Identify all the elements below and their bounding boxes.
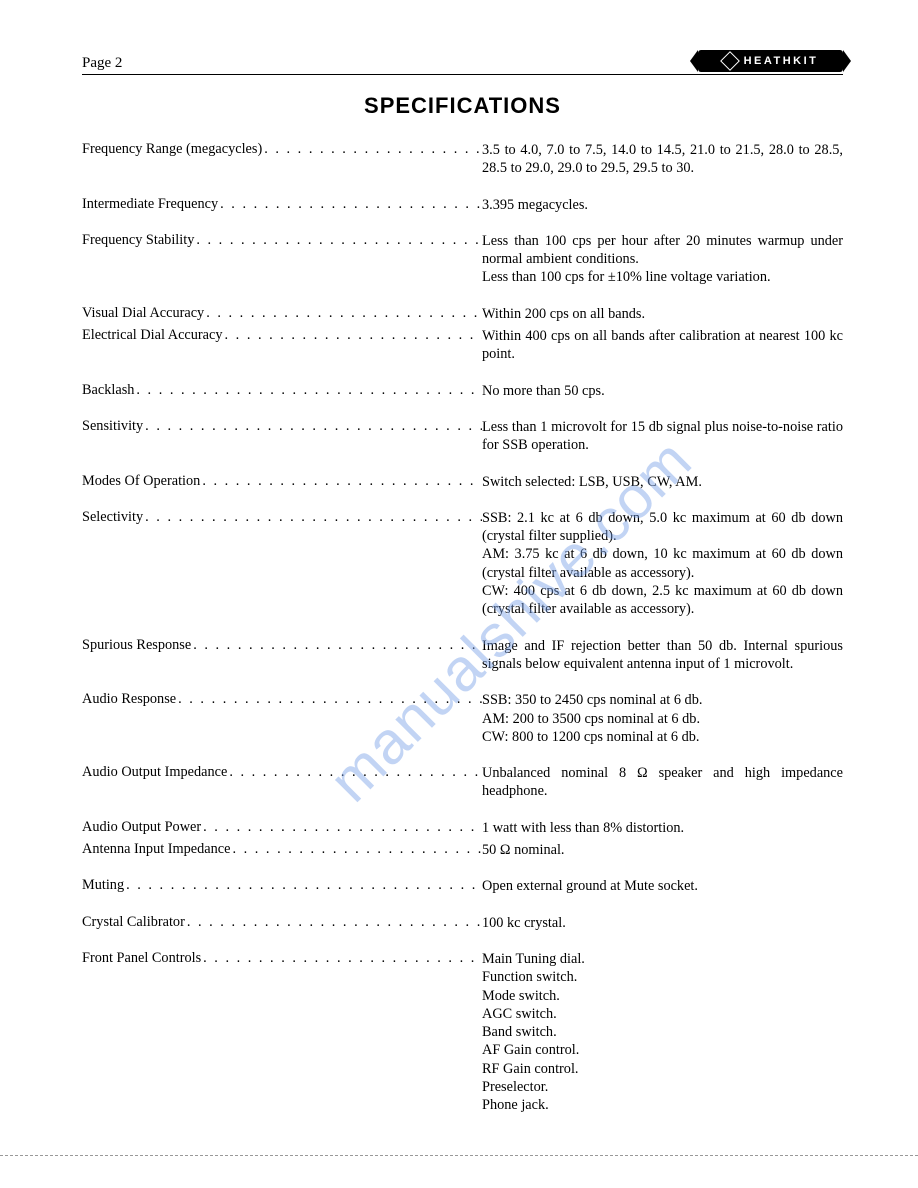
leader-dots: . . . . . . . . . . . . . . . . . . . . …: [264, 141, 482, 158]
spec-row: Intermediate Frequency. . . . . . . . . …: [82, 196, 843, 214]
spec-row: Audio Output Power. . . . . . . . . . . …: [82, 819, 843, 837]
spec-label-cell: Muting. . . . . . . . . . . . . . . . . …: [82, 877, 482, 894]
spec-row: Sensitivity. . . . . . . . . . . . . . .…: [82, 418, 843, 455]
leader-dots: . . . . . . . . . . . . . . . . . . . . …: [145, 418, 482, 435]
leader-dots: . . . . . . . . . . . . . . . . . . . . …: [203, 819, 482, 836]
leader-dots: . . . . . . . . . . . . . . . . . . . . …: [178, 691, 482, 708]
spec-label-cell: Visual Dial Accuracy. . . . . . . . . . …: [82, 305, 482, 322]
spec-row: Antenna Input Impedance. . . . . . . . .…: [82, 841, 843, 859]
spec-label: Selectivity: [82, 509, 143, 526]
spec-value: Image and IF rejection better than 50 db…: [482, 637, 843, 674]
spec-value: Within 200 cps on all bands.: [482, 305, 843, 323]
spec-label: Modes Of Operation: [82, 473, 200, 490]
spec-label: Sensitivity: [82, 418, 143, 435]
leader-dots: . . . . . . . . . . . . . . . . . . . . …: [202, 473, 482, 490]
leader-dots: . . . . . . . . . . . . . . . . . . . . …: [220, 196, 482, 213]
spec-value: Main Tuning dial.Function switch.Mode sw…: [482, 950, 843, 1115]
spec-label: Audio Response: [82, 691, 176, 708]
spec-label: Frequency Range (megacycles): [82, 141, 262, 158]
spec-value: 50 Ω nominal.: [482, 841, 843, 859]
spec-label: Backlash: [82, 382, 134, 399]
leader-dots: . . . . . . . . . . . . . . . . . . . . …: [229, 764, 482, 781]
spec-label-cell: Antenna Input Impedance. . . . . . . . .…: [82, 841, 482, 858]
spec-row: Spurious Response. . . . . . . . . . . .…: [82, 637, 843, 674]
spec-label-cell: Audio Output Power. . . . . . . . . . . …: [82, 819, 482, 836]
spec-value: Within 400 cps on all bands after calibr…: [482, 327, 843, 364]
spec-label-cell: Frequency Range (megacycles). . . . . . …: [82, 141, 482, 158]
spec-value: No more than 50 cps.: [482, 382, 843, 400]
spec-row: Visual Dial Accuracy. . . . . . . . . . …: [82, 305, 843, 323]
page-number: Page 2: [82, 55, 122, 72]
spec-label-cell: Audio Output Impedance. . . . . . . . . …: [82, 764, 482, 781]
page-header: Page 2 HEATHKIT: [82, 50, 843, 75]
spec-value: Less than 1 microvolt for 15 db signal p…: [482, 418, 843, 455]
spec-label: Muting: [82, 877, 124, 894]
bottom-divider: [0, 1155, 918, 1156]
leader-dots: . . . . . . . . . . . . . . . . . . . . …: [203, 950, 482, 967]
spec-row: Backlash. . . . . . . . . . . . . . . . …: [82, 382, 843, 400]
spec-row: Crystal Calibrator. . . . . . . . . . . …: [82, 914, 843, 932]
spec-value: Unbalanced nominal 8 Ω speaker and high …: [482, 764, 843, 801]
spec-label-cell: Spurious Response. . . . . . . . . . . .…: [82, 637, 482, 654]
page: Page 2 HEATHKIT SPECIFICATIONS Frequency…: [0, 0, 918, 1173]
leader-dots: . . . . . . . . . . . . . . . . . . . . …: [145, 509, 482, 526]
spec-value: SSB: 2.1 kc at 6 db down, 5.0 kc maximum…: [482, 509, 843, 619]
leader-dots: . . . . . . . . . . . . . . . . . . . . …: [136, 382, 482, 399]
spec-label-cell: Frequency Stability. . . . . . . . . . .…: [82, 232, 482, 249]
leader-dots: . . . . . . . . . . . . . . . . . . . . …: [206, 305, 482, 322]
leader-dots: . . . . . . . . . . . . . . . . . . . . …: [126, 877, 482, 894]
spec-label: Spurious Response: [82, 637, 191, 654]
spec-label: Audio Output Power: [82, 819, 201, 836]
spec-label-cell: Audio Response. . . . . . . . . . . . . …: [82, 691, 482, 708]
spec-label-cell: Selectivity. . . . . . . . . . . . . . .…: [82, 509, 482, 526]
spec-label: Front Panel Controls: [82, 950, 201, 967]
leader-dots: . . . . . . . . . . . . . . . . . . . . …: [232, 841, 482, 858]
spec-label-cell: Crystal Calibrator. . . . . . . . . . . …: [82, 914, 482, 931]
spec-row: Muting. . . . . . . . . . . . . . . . . …: [82, 877, 843, 895]
spec-label-cell: Intermediate Frequency. . . . . . . . . …: [82, 196, 482, 213]
leader-dots: . . . . . . . . . . . . . . . . . . . . …: [187, 914, 482, 931]
spec-value: 100 kc crystal.: [482, 914, 843, 932]
spec-label: Audio Output Impedance: [82, 764, 227, 781]
brand-plate: HEATHKIT: [698, 50, 843, 72]
spec-row: Electrical Dial Accuracy. . . . . . . . …: [82, 327, 843, 364]
spec-row: Front Panel Controls. . . . . . . . . . …: [82, 950, 843, 1115]
page-title: SPECIFICATIONS: [82, 93, 843, 119]
specifications-list: Frequency Range (megacycles). . . . . . …: [82, 141, 843, 1115]
spec-label-cell: Electrical Dial Accuracy. . . . . . . . …: [82, 327, 482, 344]
brand-text: HEATHKIT: [744, 55, 819, 67]
spec-label-cell: Backlash. . . . . . . . . . . . . . . . …: [82, 382, 482, 399]
spec-row: Audio Response. . . . . . . . . . . . . …: [82, 691, 843, 746]
leader-dots: . . . . . . . . . . . . . . . . . . . . …: [193, 637, 482, 654]
spec-label-cell: Modes Of Operation. . . . . . . . . . . …: [82, 473, 482, 490]
spec-row: Modes Of Operation. . . . . . . . . . . …: [82, 473, 843, 491]
spec-label: Antenna Input Impedance: [82, 841, 230, 858]
spec-row: Audio Output Impedance. . . . . . . . . …: [82, 764, 843, 801]
leader-dots: . . . . . . . . . . . . . . . . . . . . …: [225, 327, 482, 344]
spec-row: Frequency Range (megacycles). . . . . . …: [82, 141, 843, 178]
spec-label-cell: Front Panel Controls. . . . . . . . . . …: [82, 950, 482, 967]
spec-value: Open external ground at Mute socket.: [482, 877, 843, 895]
spec-label: Crystal Calibrator: [82, 914, 185, 931]
spec-label-cell: Sensitivity. . . . . . . . . . . . . . .…: [82, 418, 482, 435]
spec-value: Switch selected: LSB, USB, CW, AM.: [482, 473, 843, 491]
spec-label: Frequency Stability: [82, 232, 194, 249]
spec-value: 3.5 to 4.0, 7.0 to 7.5, 14.0 to 14.5, 21…: [482, 141, 843, 178]
spec-label: Visual Dial Accuracy: [82, 305, 204, 322]
spec-row: Frequency Stability. . . . . . . . . . .…: [82, 232, 843, 287]
spec-value: SSB: 350 to 2450 cps nominal at 6 db.AM:…: [482, 691, 843, 746]
spec-value: 1 watt with less than 8% distortion.: [482, 819, 843, 837]
spec-label: Intermediate Frequency: [82, 196, 218, 213]
spec-value: 3.395 megacycles.: [482, 196, 843, 214]
spec-row: Selectivity. . . . . . . . . . . . . . .…: [82, 509, 843, 619]
spec-label: Electrical Dial Accuracy: [82, 327, 223, 344]
leader-dots: . . . . . . . . . . . . . . . . . . . . …: [196, 232, 482, 249]
spec-value: Less than 100 cps per hour after 20 minu…: [482, 232, 843, 287]
brand-ornament-icon: [720, 51, 740, 71]
